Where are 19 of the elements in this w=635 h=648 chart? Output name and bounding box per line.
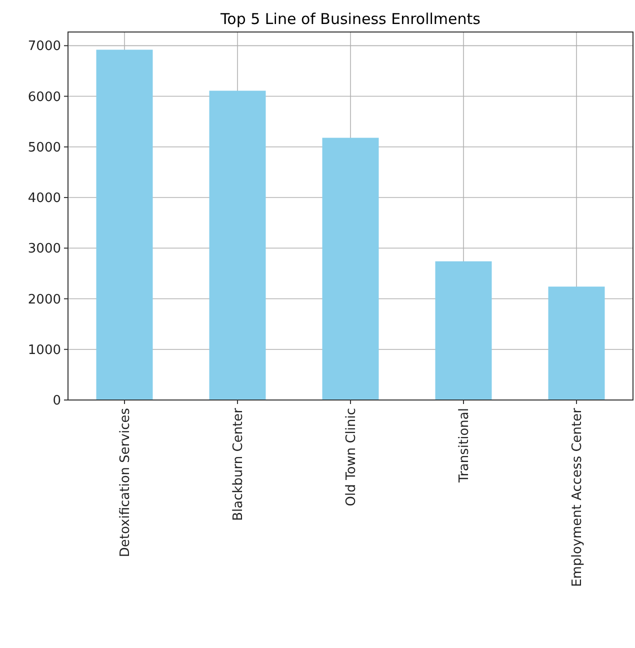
y-tick-label: 0 (52, 394, 61, 409)
y-tick-label: 7000 (28, 39, 61, 54)
x-tick-label: Detoxification Services (118, 408, 134, 558)
bar (548, 286, 605, 400)
y-tick-label: 1000 (28, 342, 61, 358)
bar (435, 261, 492, 400)
bar (96, 50, 153, 400)
x-tick-label: Employment Access Center (570, 407, 586, 587)
x-tick-label: Transitional (457, 408, 472, 484)
bar (322, 138, 379, 400)
x-tick-label: Blackburn Center (231, 407, 246, 521)
y-tick-label: 4000 (28, 191, 61, 206)
x-tick-label: Old Town Clinic (344, 408, 360, 506)
bar (209, 90, 266, 400)
y-tick-label: 2000 (28, 292, 61, 308)
chart-title: Top 5 Line of Business Enrollments (220, 10, 481, 28)
y-tick-label: 6000 (28, 90, 61, 105)
y-tick-label: 5000 (28, 140, 61, 156)
y-tick-label: 3000 (28, 242, 61, 257)
